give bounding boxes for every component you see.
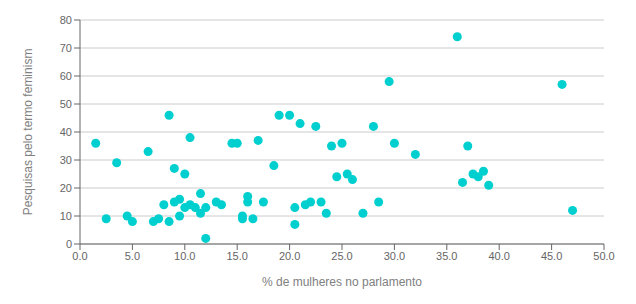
svg-text:10: 10 xyxy=(60,210,72,222)
svg-text:40: 40 xyxy=(60,126,72,138)
svg-text:45.0: 45.0 xyxy=(541,250,562,262)
svg-text:15.0: 15.0 xyxy=(226,250,247,262)
svg-text:30: 30 xyxy=(60,154,72,166)
svg-text:40.0: 40.0 xyxy=(488,250,509,262)
svg-text:20: 20 xyxy=(60,182,72,194)
svg-text:50: 50 xyxy=(60,98,72,110)
svg-text:70: 70 xyxy=(60,42,72,54)
svg-text:% de mulheres no parlamento: % de mulheres no parlamento xyxy=(262,275,422,289)
svg-text:0: 0 xyxy=(66,238,72,250)
svg-text:5.0: 5.0 xyxy=(125,250,140,262)
svg-text:10.0: 10.0 xyxy=(174,250,195,262)
svg-text:35.0: 35.0 xyxy=(436,250,457,262)
svg-text:30.0: 30.0 xyxy=(384,250,405,262)
svg-text:50.0: 50.0 xyxy=(593,250,614,262)
svg-text:0.0: 0.0 xyxy=(72,250,87,262)
svg-text:60: 60 xyxy=(60,70,72,82)
svg-text:25.0: 25.0 xyxy=(331,250,352,262)
svg-text:80: 80 xyxy=(60,14,72,26)
svg-text:Pesquisas pelo termo feminism: Pesquisas pelo termo feminism xyxy=(21,49,35,216)
svg-text:20.0: 20.0 xyxy=(279,250,300,262)
